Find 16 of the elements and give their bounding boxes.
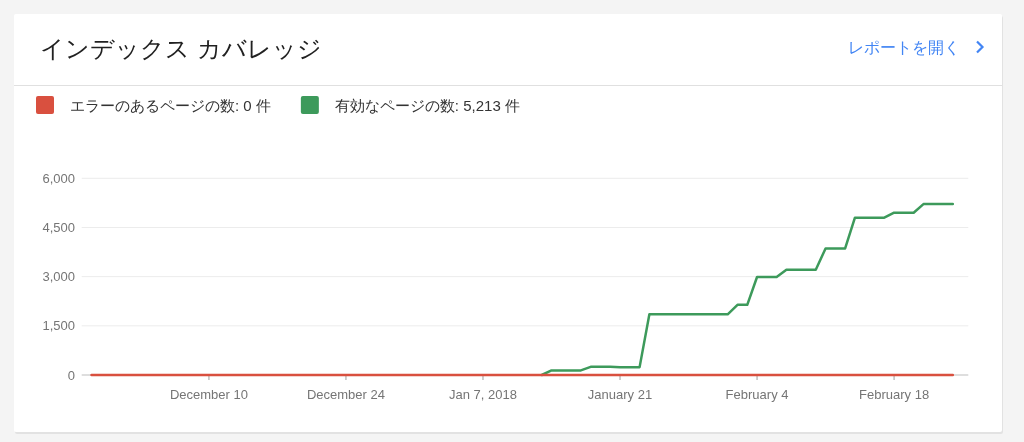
text: レポートを開く [848,39,960,56]
legend-label: 有効なページの数: 5,213 件 [334,97,520,114]
y-tick-label: 3,000 [42,269,75,285]
y-tick-label: 1,500 [42,318,75,334]
y-tick-label: 6,000 [42,170,75,186]
x-tick-label: Jan 7, 2018 [449,387,517,402]
line-series [540,202,955,377]
x-tick-label: December 24 [306,387,385,402]
chart-title: インデックス カバレッジ [40,35,322,62]
x-tick-label: February 18 [859,387,930,402]
y-tick-label: 0 [67,367,75,383]
x-tick-label: February 4 [725,387,789,402]
x-tick-label: December 10 [169,387,248,402]
x-tick-label: January 21 [587,387,653,402]
y-tick-label: 4,500 [42,219,75,235]
legend-label: エラーのあるページの数: 0 件 [70,97,271,114]
